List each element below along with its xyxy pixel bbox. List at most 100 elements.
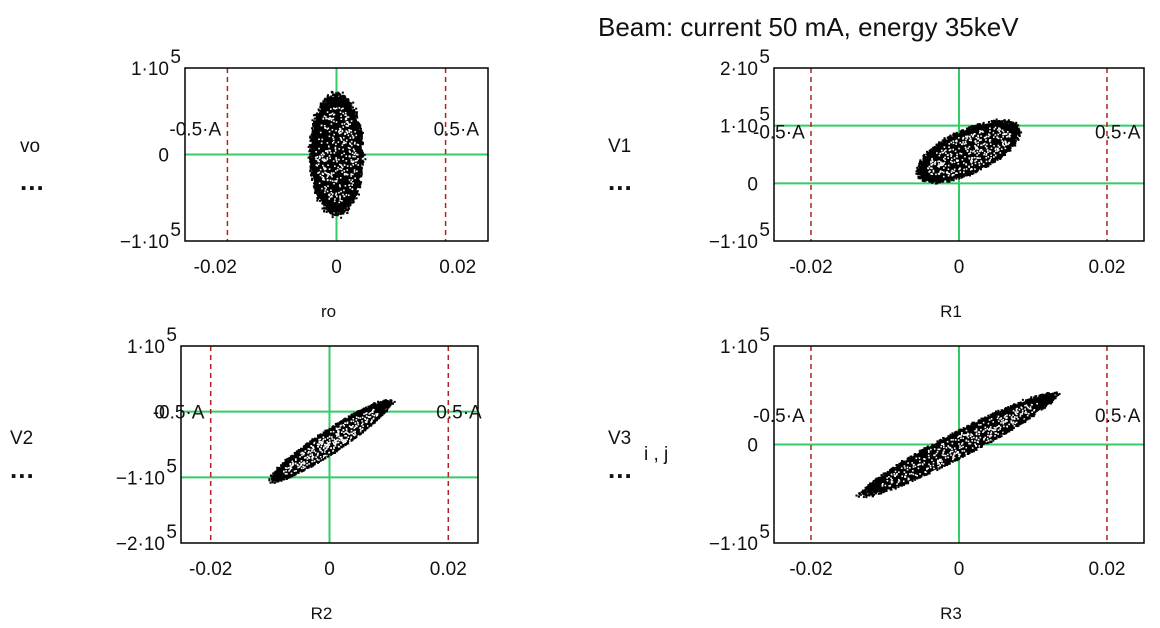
cloud-gap xyxy=(328,173,331,176)
cloud-point xyxy=(858,492,861,495)
cloud-gap xyxy=(1006,130,1009,133)
cloud-gap xyxy=(343,142,346,144)
cloud-gap xyxy=(961,158,964,161)
cloud-point xyxy=(982,417,985,420)
cloud-point xyxy=(918,162,921,165)
cloud-point xyxy=(307,442,310,445)
cloud-point xyxy=(272,474,275,477)
cloud-gap xyxy=(320,153,323,156)
figure-title: Beam: current 50 mA, energy 35keV xyxy=(598,12,1019,42)
cloud-point xyxy=(865,494,868,497)
cloud-point xyxy=(342,94,345,97)
cloud-gap xyxy=(345,155,347,157)
cloud-gap xyxy=(322,440,324,442)
cloud-point xyxy=(343,417,346,420)
y-tick-exponent: 5 xyxy=(166,325,177,346)
cloud-gap xyxy=(346,121,349,123)
cloud-gap xyxy=(970,433,972,435)
y-tick-label: −1·10 xyxy=(709,534,758,555)
cloud-gap xyxy=(1014,416,1016,418)
cloud-gap xyxy=(329,157,332,160)
cloud-gap xyxy=(342,107,344,110)
cloud-gap xyxy=(990,418,993,420)
cloud-point xyxy=(939,180,942,183)
cloud-point xyxy=(875,477,878,480)
cloud-gap xyxy=(355,134,358,137)
cloud-point xyxy=(994,121,997,124)
cloud-gap xyxy=(345,141,347,144)
cloud-gap xyxy=(942,444,945,447)
cloud-point xyxy=(359,126,362,129)
cloud-gap xyxy=(960,443,963,445)
cloud-point xyxy=(373,402,376,405)
cloud-gap xyxy=(323,443,326,446)
cloud-point xyxy=(386,406,389,409)
cloud-gap xyxy=(335,439,338,441)
cloud-gap xyxy=(327,127,330,130)
cloud-gap xyxy=(328,145,330,148)
cloud-gap xyxy=(347,194,350,197)
cloud-gap xyxy=(337,141,340,143)
cloud-gap xyxy=(347,125,349,127)
cloud-point xyxy=(374,402,377,405)
cloud-point xyxy=(331,212,334,215)
marker-label: -0.5·A xyxy=(753,406,805,427)
cloud-gap xyxy=(959,142,962,144)
cloud-gap xyxy=(336,195,338,198)
cloud-point xyxy=(356,411,359,414)
cloud-gap xyxy=(1024,412,1026,414)
cloud-gap xyxy=(1000,148,1003,150)
cloud-point xyxy=(355,435,358,438)
cloud-gap xyxy=(333,446,335,449)
cloud-point xyxy=(1009,429,1012,432)
cloud-gap xyxy=(341,171,343,173)
cloud-point xyxy=(1040,393,1043,396)
cloud-gap xyxy=(988,133,990,135)
cloud-gap xyxy=(966,135,969,138)
cloud-gap xyxy=(1029,407,1032,410)
cloud-point xyxy=(326,208,329,211)
cloud-gap xyxy=(346,421,349,424)
cloud-gap xyxy=(368,413,371,415)
cloud-gap xyxy=(339,177,342,179)
cloud-gap xyxy=(934,161,937,163)
cloud-point xyxy=(936,469,939,472)
cloud-gap xyxy=(964,140,967,143)
cloud-gap xyxy=(886,479,889,482)
cloud-gap xyxy=(947,445,950,447)
cloud-point xyxy=(972,450,975,453)
cloud-gap xyxy=(355,419,358,421)
cloud-point xyxy=(313,122,316,125)
cloud-gap xyxy=(954,449,957,452)
cloud-gap xyxy=(311,448,313,451)
cloud-point xyxy=(978,123,981,126)
cloud-gap xyxy=(993,136,995,138)
cloud-point xyxy=(906,482,909,485)
cloud-gap xyxy=(1002,421,1004,423)
cloud-gap xyxy=(958,455,960,458)
cloud-point xyxy=(307,466,310,469)
cloud-point xyxy=(357,125,360,128)
cloud-gap xyxy=(352,182,354,184)
cloud-gap xyxy=(965,439,968,442)
cloud-gap xyxy=(965,138,967,141)
cloud-gap xyxy=(947,157,949,159)
cloud-gap xyxy=(974,148,977,150)
cloud-point xyxy=(1017,124,1020,127)
cloud-gap xyxy=(323,451,326,453)
cloud-gap xyxy=(344,431,347,433)
cloud-gap xyxy=(936,450,939,453)
cloud-point xyxy=(972,422,975,425)
cloud-gap xyxy=(890,473,893,476)
cloud-gap xyxy=(1002,130,1005,133)
cloud-point xyxy=(1030,396,1033,399)
cloud-gap xyxy=(331,195,333,198)
cloud-gap xyxy=(938,462,941,465)
cloud-gap xyxy=(978,433,980,436)
cloud-gap xyxy=(930,167,932,169)
cloud-gap xyxy=(301,454,303,457)
cloud-gap xyxy=(352,155,354,158)
cloud-gap xyxy=(977,438,980,441)
cloud-gap xyxy=(334,445,337,447)
cloud-gap xyxy=(302,453,305,455)
